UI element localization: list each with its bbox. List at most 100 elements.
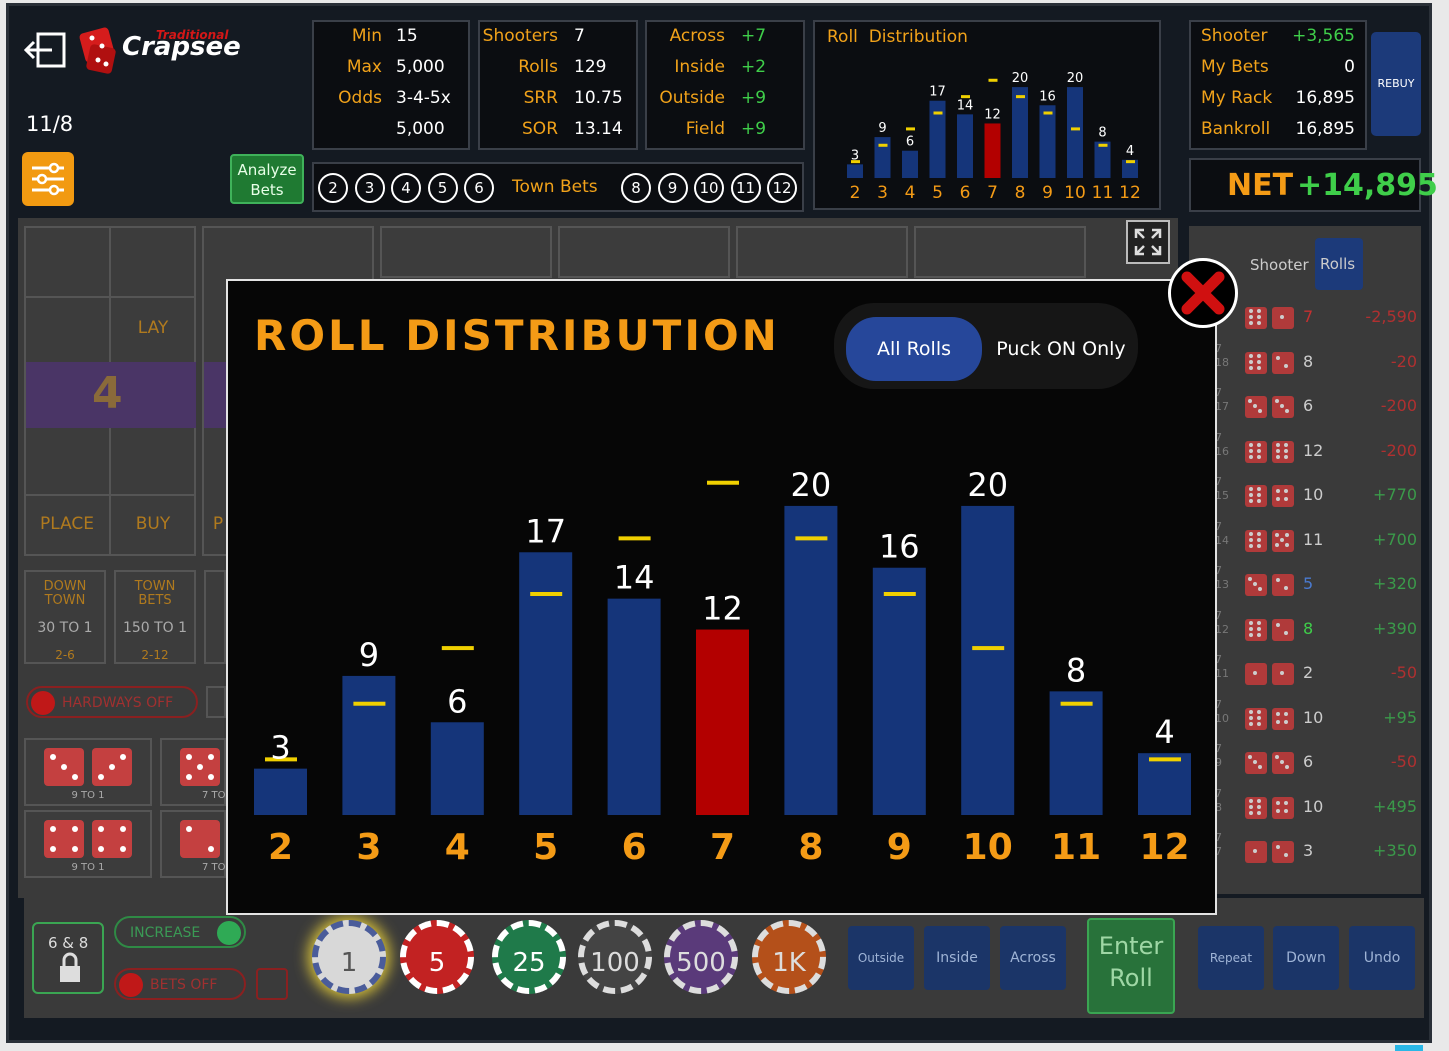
all-rolls-tab[interactable]: All Rolls: [846, 317, 982, 381]
town-bets-bet[interactable]: TOWN BETS 150 TO 1 2-12: [114, 570, 196, 664]
history-row[interactable]: 7 14 11 +700: [1215, 520, 1417, 560]
chip-1[interactable]: 1: [312, 920, 386, 994]
hard-ten-bet[interactable]: 9 TO 1: [24, 810, 152, 878]
town-number-button[interactable]: 10: [694, 173, 724, 203]
history-row-roll: 10: [1215, 711, 1229, 725]
x-tick-11: 11: [1051, 827, 1101, 868]
place-label-partial: P: [212, 514, 224, 534]
mini-expected-2: [851, 160, 860, 164]
puck-on-only-tab[interactable]: Puck ON Only: [996, 338, 1126, 360]
x-tick-4: 4: [445, 827, 470, 868]
mini-bar-5: [929, 100, 946, 178]
bar-value-9: 16: [879, 528, 920, 566]
down-town-odds: 30 TO 1: [37, 620, 93, 636]
point-nine-column[interactable]: [736, 226, 908, 278]
rebuy-button[interactable]: REBUY: [1371, 32, 1421, 136]
history-row[interactable]: 7 16 12 -200: [1215, 431, 1417, 471]
close-icon[interactable]: [1168, 258, 1238, 328]
history-row-index: 7: [1215, 386, 1222, 399]
chip-500[interactable]: 500: [664, 920, 738, 994]
net-panel: NET +14,895: [1189, 158, 1438, 212]
town-number-button[interactable]: 6: [464, 173, 494, 203]
hard-eight-bet[interactable]: 9 TO 1: [24, 738, 152, 806]
logo-subtitle: Traditional: [156, 28, 229, 42]
history-row[interactable]: 7 11 2 -50: [1215, 653, 1417, 693]
inside-button[interactable]: Inside: [924, 926, 990, 990]
history-row[interactable]: 7 18 8 -20: [1215, 342, 1417, 382]
bets-off-toggle[interactable]: BETS OFF: [114, 968, 246, 1000]
town-number-button[interactable]: 4: [391, 173, 421, 203]
point-ten-column[interactable]: [914, 226, 1086, 278]
hardways-toggle[interactable]: HARDWAYS OFF: [26, 686, 198, 718]
history-row-roll: 8: [1215, 800, 1222, 814]
point-eight-column[interactable]: [558, 226, 730, 278]
x-tick-12: 12: [1139, 827, 1189, 868]
history-row[interactable]: 7 15 10 +770: [1215, 475, 1417, 515]
bets-off-lock-icon[interactable]: [256, 968, 288, 1000]
history-row[interactable]: 7 7 3 +350: [1215, 831, 1417, 871]
mini-roll-distribution[interactable]: Roll Distribution 3 2 9 3 6 4 17 5 14 6 12 7 20 8 16 9 2…: [813, 20, 1161, 210]
down-town-bet[interactable]: DOWN TOWN 30 TO 1 2-6: [24, 570, 106, 664]
history-roll-amount: -200: [1380, 396, 1417, 415]
history-tab-shooter[interactable]: Shooter: [1250, 256, 1309, 274]
chip-100[interactable]: 100: [578, 920, 652, 994]
history-roll-amount: -2,590: [1365, 307, 1417, 326]
shooter-stat-label: Rolls: [518, 57, 558, 77]
bar-6: [607, 598, 661, 815]
die-icon: [1272, 663, 1294, 685]
town-number-button[interactable]: 2: [318, 173, 348, 203]
chip-1K[interactable]: 1K: [752, 920, 826, 994]
undo-button[interactable]: Undo: [1349, 926, 1415, 990]
history-row[interactable]: 7 13 5 +320: [1215, 564, 1417, 604]
increase-toggle[interactable]: INCREASE: [114, 916, 246, 948]
expected-marker-6: [618, 536, 651, 541]
history-tab-rolls[interactable]: Rolls: [1315, 238, 1363, 290]
town-number-button[interactable]: 12: [767, 173, 797, 203]
history-row[interactable]: 7 9 6 -50: [1215, 742, 1417, 782]
side-bet-partial[interactable]: [204, 570, 226, 664]
bar-10: [961, 505, 1015, 815]
exit-icon[interactable]: [22, 28, 72, 72]
town-number-button[interactable]: 3: [354, 173, 385, 203]
x-tick-2: 2: [268, 827, 293, 868]
point-four-box[interactable]: 4: [26, 362, 196, 428]
chip-25[interactable]: 25: [492, 920, 566, 994]
history-row[interactable]: 7 8 10 +495: [1215, 787, 1417, 827]
repeat-button[interactable]: Repeat: [1198, 926, 1264, 990]
down-button[interactable]: Down: [1273, 926, 1339, 990]
hardways-lock-icon[interactable]: [206, 686, 226, 718]
mini-bar-value-9: 16: [1039, 89, 1056, 104]
history-roll-amount: -50: [1390, 752, 1417, 771]
mini-x-tick-6: 6: [960, 183, 971, 203]
point-six-column[interactable]: [380, 226, 552, 278]
hard-six-bet[interactable]: 7 TO: [160, 810, 226, 878]
shooter-stat-value: 7: [574, 26, 585, 46]
chip-5[interactable]: 5: [400, 920, 474, 994]
history-row[interactable]: 7 -2,590: [1215, 297, 1417, 337]
history-row[interactable]: 7 17 6 -200: [1215, 386, 1417, 426]
shooter-stat-label: SOR: [522, 119, 558, 139]
town-number-button[interactable]: 11: [730, 173, 761, 203]
hard-four-bet[interactable]: 7 TO: [160, 738, 226, 806]
die-icon: [1245, 529, 1267, 552]
town-number-button[interactable]: 9: [657, 173, 688, 203]
history-row[interactable]: 7 10 10 +95: [1215, 698, 1417, 738]
expand-icon[interactable]: [1126, 220, 1170, 264]
six-eight-lock-button[interactable]: 6 & 8: [32, 922, 104, 994]
across-button[interactable]: Across: [1000, 926, 1066, 990]
town-number-button[interactable]: 5: [427, 173, 458, 203]
analyze-bets-button[interactable]: Analyze Bets: [230, 154, 304, 204]
town-number-button[interactable]: 8: [621, 173, 651, 203]
enter-roll-button[interactable]: Enter Roll: [1087, 918, 1175, 1014]
point-five-box[interactable]: [204, 362, 226, 428]
mini-bar-value-8: 20: [1012, 71, 1029, 86]
history-row[interactable]: 7 12 8 +390: [1215, 609, 1417, 649]
history-roll-amount: +350: [1373, 841, 1417, 860]
mini-bar-value-7: 12: [984, 107, 1001, 122]
shooter-stat-value: 10.75: [574, 88, 623, 108]
mini-x-tick-11: 11: [1092, 183, 1114, 203]
outside-button[interactable]: Outside: [848, 926, 914, 990]
settings-sliders-button[interactable]: [22, 152, 74, 206]
die-icon: [1272, 707, 1294, 730]
